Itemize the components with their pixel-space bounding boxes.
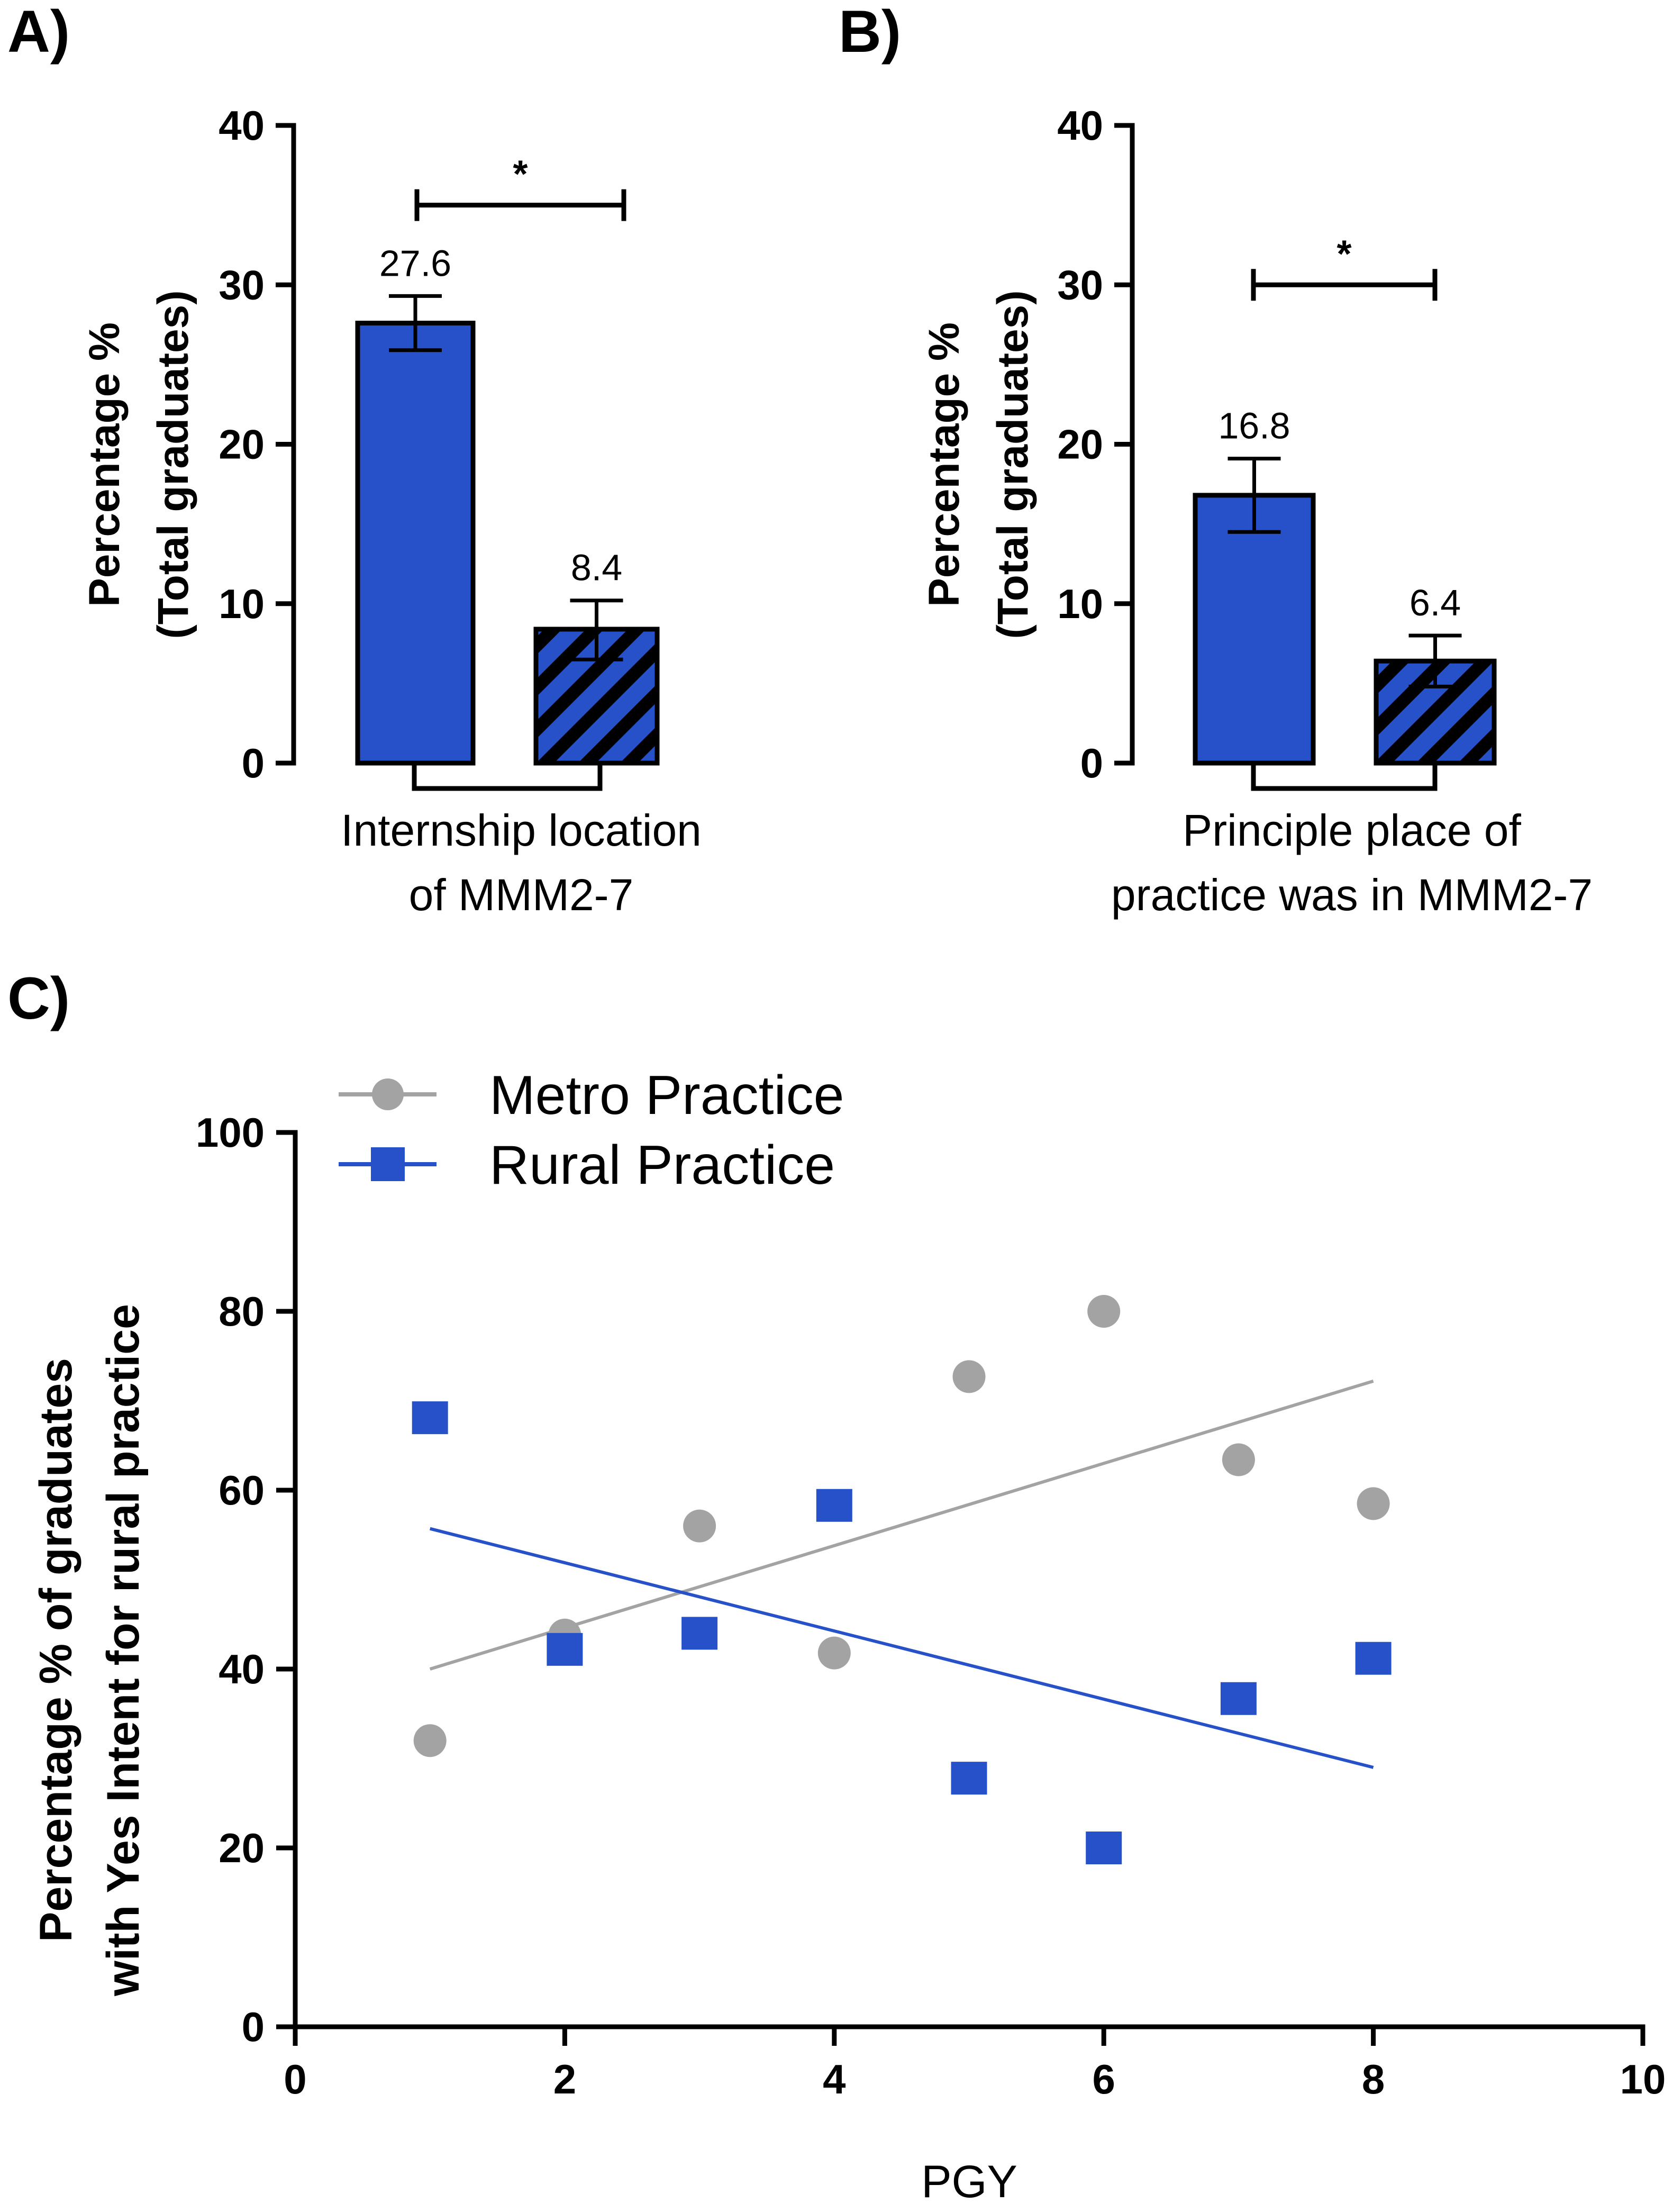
panel-b-ytick-label: 10 — [1057, 581, 1103, 627]
panel-b-value-label-1: 16.8 — [1218, 405, 1290, 447]
panel-b-significance: * — [1251, 233, 1438, 301]
panel-b-group-bracket — [1251, 763, 1438, 791]
panel-a-bars: 27.6 8.4 — [355, 242, 660, 766]
panel-c-xtick-label: 2 — [553, 2056, 576, 2102]
panel-c-ylabel-line2: with Yes Intent for rural practice — [98, 1304, 149, 1997]
panel-c-rural-point — [1086, 1832, 1122, 1864]
panel-a-group-bracket — [412, 763, 603, 791]
panel-b-ytick-label: 20 — [1057, 421, 1103, 468]
panel-b-ytick-label: 0 — [1080, 740, 1103, 786]
panel-c-ytick-label: 0 — [242, 2004, 265, 2050]
panel-a-ylabel-line1: Percentage % — [80, 322, 129, 607]
panel-c-xlabel: PGY — [921, 2156, 1017, 2207]
panel-b-ytick-label: 30 — [1057, 261, 1103, 308]
panel-c-metro-point — [817, 1636, 851, 1670]
panel-c-trend-lines — [429, 1379, 1374, 1769]
legend-rural-marker — [371, 1147, 405, 1181]
panel-c-metro-point — [1222, 1443, 1255, 1476]
panel-a-significance: * — [414, 153, 626, 221]
panel-c-metro-point — [683, 1509, 716, 1543]
panel-c-rural-point — [951, 1762, 987, 1795]
panel-a-xlabel-line1: Internship location — [341, 805, 702, 855]
panel-c-rural-trend-line — [429, 1527, 1374, 1769]
panel-c-ylabel-line1: Percentage % of graduates — [31, 1358, 81, 1942]
panel-a-significance-bar — [414, 189, 626, 221]
panel-c-x-axis-ticks: 0 2 4 6 8 10 — [284, 2027, 1666, 2102]
panel-a-ytick-label: 20 — [219, 421, 265, 468]
panel-c: C) Percentage % of graduates with Yes In… — [7, 965, 1666, 2207]
panel-c-rural-point — [412, 1401, 448, 1435]
panel-c-ytick-label: 100 — [196, 1109, 265, 1156]
panel-c-metro-point — [1087, 1295, 1121, 1328]
legend-metro-label: Metro Practice — [489, 1065, 844, 1126]
panel-a: A) Percentage % (Total graduates) 0 10 20 3… — [7, 0, 702, 920]
panel-c-rural-point — [816, 1489, 852, 1522]
panel-b-bar-1 — [1193, 493, 1316, 766]
panel-c-ytick-label: 40 — [219, 1646, 265, 1692]
panel-b-xlabel-line2: practice was in MMM2-7 — [1111, 870, 1593, 920]
panel-c-ytick-label: 60 — [219, 1467, 265, 1513]
panel-c-xtick-label: 0 — [284, 2056, 306, 2102]
panel-a-bar-1 — [355, 321, 476, 766]
panel-b-significance-bar — [1251, 269, 1438, 301]
panel-b-bars: 16.8 6.4 — [1193, 405, 1497, 766]
panel-b-label: B) — [839, 0, 901, 65]
panel-c-xtick-label: 6 — [1093, 2056, 1115, 2102]
panel-b-value-label-2: 6.4 — [1410, 582, 1461, 623]
panel-a-ytick-label: 40 — [219, 102, 265, 149]
panel-c-rural-point — [1355, 1642, 1392, 1675]
panel-c-rural-point — [547, 1633, 583, 1666]
panel-c-label: C) — [7, 965, 70, 1031]
panel-a-label: A) — [7, 0, 70, 65]
panel-c-metro-point — [952, 1360, 986, 1393]
panel-c-legend: Metro Practice Rural Practice — [339, 1065, 844, 1196]
panel-c-rural-point — [681, 1617, 718, 1650]
panel-c-metro-point — [413, 1724, 447, 1757]
panel-a-y-axis-ticks: 0 10 20 30 40 — [219, 102, 294, 786]
panel-b-xlabel-line1: Principle place of — [1183, 805, 1521, 855]
panel-a-xlabel-line2: of MMM2-7 — [409, 870, 634, 920]
panel-c-xtick-label: 8 — [1362, 2056, 1385, 2102]
panel-c-xtick-label: 10 — [1620, 2056, 1666, 2102]
panel-c-points — [412, 1295, 1392, 1864]
panel-c-xtick-label: 4 — [823, 2056, 845, 2102]
panel-c-metro-trend-line — [429, 1379, 1374, 1671]
panel-a-value-label-1: 27.6 — [379, 242, 451, 284]
panel-b-ylabel-line1: Percentage % — [920, 322, 968, 607]
panel-b: B) Percentage % (Total graduates) 0 10 20 3… — [839, 0, 1593, 920]
panel-a-ytick-label: 30 — [219, 261, 265, 308]
panel-a-ylabel-line2: (Total graduates) — [149, 290, 197, 639]
panel-b-y-axis-ticks: 0 10 20 30 40 — [1057, 102, 1132, 786]
panel-c-ytick-label: 80 — [219, 1288, 265, 1335]
panel-c-y-axis-ticks: 0 20 40 60 80 100 — [196, 1109, 295, 2050]
panel-a-significance-star: * — [513, 153, 528, 196]
legend-rural-label: Rural Practice — [489, 1135, 835, 1196]
panel-a-ytick-label: 0 — [242, 740, 265, 786]
panel-a-ytick-label: 10 — [219, 581, 265, 627]
panel-c-metro-point — [1357, 1487, 1390, 1520]
panel-c-rural-point — [1220, 1682, 1257, 1715]
panel-c-ytick-label: 20 — [219, 1825, 265, 1871]
panel-b-ylabel-line2: (Total graduates) — [989, 290, 1037, 639]
panel-b-ytick-label: 40 — [1057, 102, 1103, 149]
panel-b-significance-star: * — [1336, 233, 1351, 275]
legend-metro-marker — [372, 1078, 404, 1110]
panel-a-value-label-2: 8.4 — [571, 547, 622, 588]
